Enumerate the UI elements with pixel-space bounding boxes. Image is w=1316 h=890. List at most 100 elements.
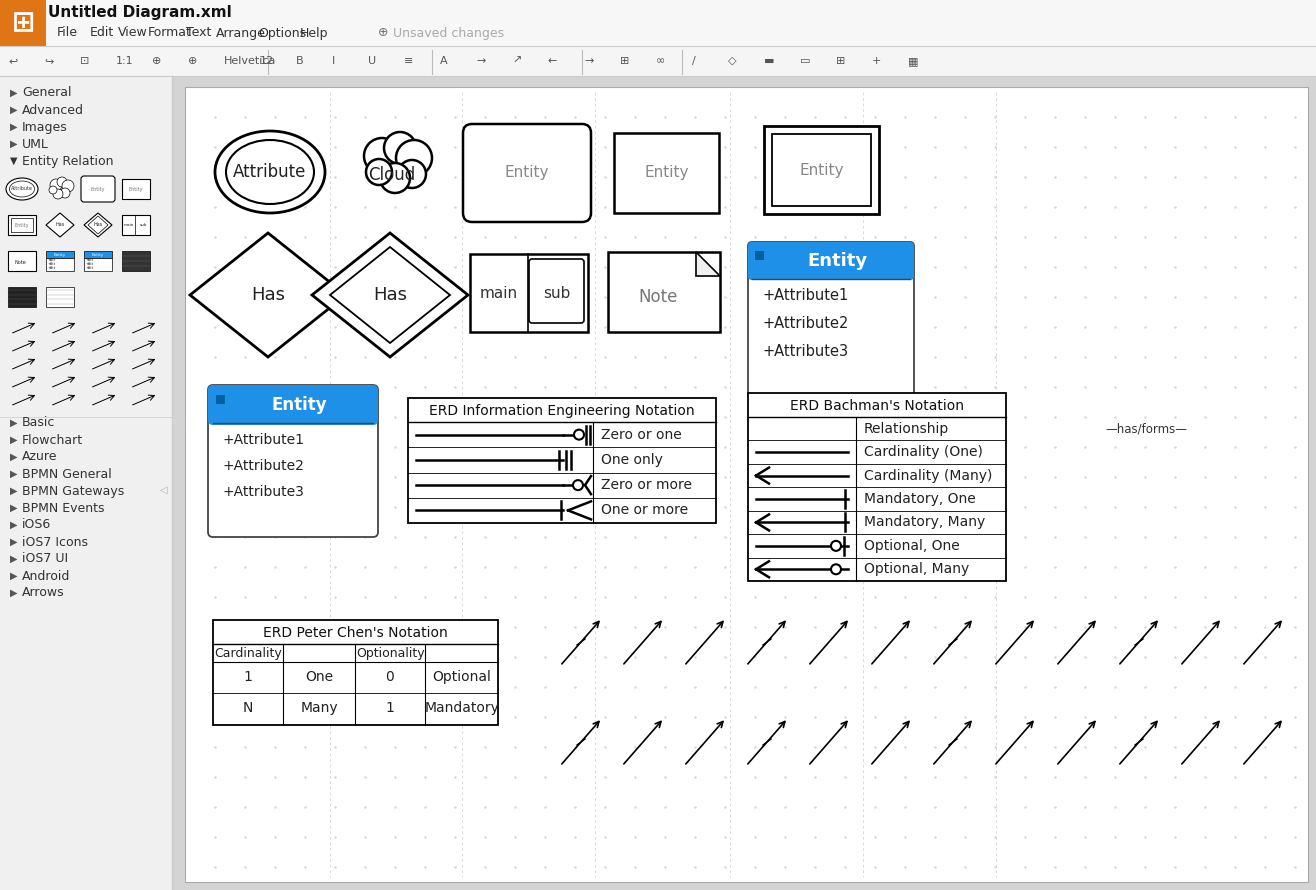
Text: Many: Many [300,701,338,715]
Text: +Att: +Att [86,266,95,270]
Text: I: I [332,56,336,66]
Text: ▶: ▶ [11,122,17,132]
Text: Entity: Entity [271,396,326,414]
Bar [46,287,74,307]
Text: Cardinality (Many): Cardinality (Many) [865,468,992,482]
Text: ◇: ◇ [728,56,737,66]
Text: Optionality: Optionality [357,648,425,660]
Text: ∞: ∞ [655,56,666,66]
Bar [755,251,765,260]
Text: BPMN Events: BPMN Events [22,501,104,514]
Text: A: A [440,56,447,66]
Bar [213,408,372,424]
Text: File: File [57,27,78,39]
Text: Arrows: Arrows [22,587,64,600]
Text: General: General [22,86,71,100]
Text: Advanced: Advanced [22,103,84,117]
Text: ▶: ▶ [11,503,17,513]
Text: ▬: ▬ [765,56,775,66]
Circle shape [62,180,74,192]
Polygon shape [88,216,108,234]
Bar [172,76,1316,890]
Circle shape [61,188,70,198]
Text: ⊕: ⊕ [153,56,162,66]
Polygon shape [312,233,468,357]
Bar [8,287,36,307]
Circle shape [830,541,841,551]
Text: ERD Peter Chen's Notation: ERD Peter Chen's Notation [263,626,447,640]
Text: ▶: ▶ [11,537,17,547]
Text: Optional, One: Optional, One [865,538,959,553]
Text: ↗: ↗ [512,56,521,66]
Circle shape [380,163,411,193]
Text: ▶: ▶ [11,139,17,149]
Bar [84,251,112,258]
Text: ≡: ≡ [404,56,413,66]
Text: One only: One only [601,453,663,467]
Circle shape [574,430,584,440]
Text: Attribute: Attribute [233,163,307,181]
Bar [0,76,172,890]
FancyBboxPatch shape [208,385,378,537]
Text: Mandatory: Mandatory [425,701,500,715]
Text: main: main [480,286,519,301]
Circle shape [49,186,57,194]
Text: Arrange: Arrange [216,27,266,39]
Circle shape [572,480,583,490]
Text: ←: ← [547,56,558,66]
Circle shape [397,160,426,188]
Polygon shape [330,247,450,343]
Text: Entity: Entity [54,253,66,257]
Text: ▶: ▶ [11,418,17,428]
Text: Optional: Optional [433,670,491,684]
Text: Unsaved changes: Unsaved changes [393,27,504,39]
Circle shape [366,159,392,185]
Text: Entity: Entity [92,253,104,257]
Text: iOS7 UI: iOS7 UI [22,553,68,565]
Text: ⊞: ⊞ [12,9,34,37]
Text: ▦: ▦ [908,56,919,66]
Text: ▶: ▶ [11,452,17,462]
Text: ⊕: ⊕ [188,56,197,66]
Text: +Att: +Att [47,266,57,270]
Text: Zero or more: Zero or more [601,478,692,492]
Text: Cloud: Cloud [368,166,416,184]
Text: Untitled Diagram.xml: Untitled Diagram.xml [47,4,232,20]
Text: Entity: Entity [505,166,549,181]
Text: Helvetica: Helvetica [224,56,276,66]
Text: B: B [296,56,304,66]
Text: UML: UML [22,137,49,150]
Text: Entity: Entity [799,163,844,177]
Text: Azure: Azure [22,450,58,464]
Text: Format: Format [147,27,192,39]
Text: Entity: Entity [645,166,688,181]
Text: 12: 12 [261,56,274,66]
Text: iOS7 Icons: iOS7 Icons [22,536,88,548]
Text: ERD Bachman's Notation: ERD Bachman's Notation [790,399,965,413]
Text: main: main [124,223,134,227]
Text: Note: Note [638,288,678,306]
Ellipse shape [215,131,325,213]
Text: Entity: Entity [129,187,143,191]
Text: iOS6: iOS6 [22,519,51,531]
Bar [213,620,497,725]
FancyBboxPatch shape [463,124,591,222]
Bar [0,46,1316,76]
Bar [0,0,1316,46]
Bar [84,258,112,271]
Text: U: U [368,56,376,66]
Text: ⊞: ⊞ [620,56,629,66]
Text: Has: Has [55,222,64,228]
Text: Mandatory, Many: Mandatory, Many [865,515,986,530]
Polygon shape [84,213,112,237]
Text: +: + [873,56,882,66]
Text: ▶: ▶ [11,88,17,98]
Text: Basic: Basic [22,417,55,430]
Text: Entity: Entity [91,187,105,191]
Text: +Att: +Att [86,258,95,262]
Text: +Attribute1: +Attribute1 [762,288,849,303]
Text: Flowchart: Flowchart [22,433,83,447]
Bar [408,398,716,523]
Text: sub: sub [139,223,146,227]
Text: +Att: +Att [47,262,57,266]
